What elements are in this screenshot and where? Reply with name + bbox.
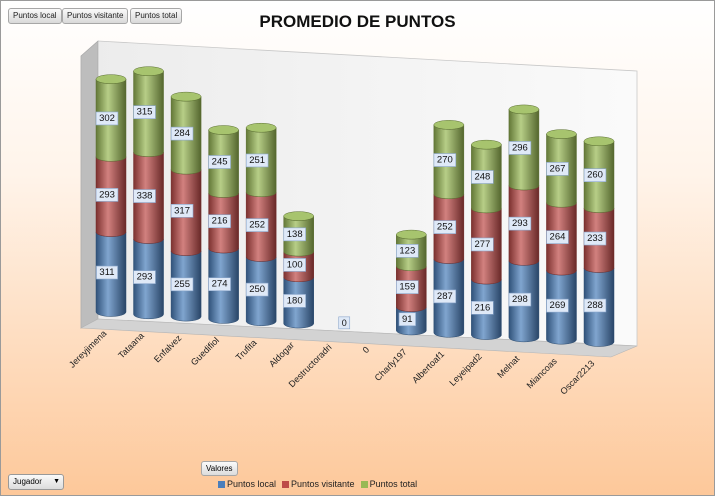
data-label-puntos-total-jereyjimena: 302: [99, 113, 115, 124]
data-label-puntos-local-trufita: 250: [249, 284, 265, 295]
bar-cap-miancoas: [546, 129, 577, 139]
data-label-puntos-total-trufita: 251: [249, 155, 265, 166]
data-label-puntos-local-tataana: 293: [137, 272, 153, 283]
data-label-puntos-local-melnat: 298: [512, 294, 528, 305]
legend: Puntos local Puntos visitante Puntos total: [218, 479, 423, 489]
data-label-puntos-visitante-trufita: 252: [249, 220, 265, 231]
filter-button-puntos-local[interactable]: Puntos local: [8, 8, 62, 24]
data-label-puntos-local-miancoas: 269: [550, 300, 566, 311]
category-label-jereyjimena: Jereyjimena: [67, 328, 108, 369]
data-label-puntos-total-guedifiol: 245: [212, 157, 228, 168]
data-label-puntos-visitante-melnat: 293: [512, 218, 528, 229]
data-label-puntos-visitante-miancoas: 264: [550, 232, 566, 243]
data-label-puntos-local-jereyjimena: 311: [99, 267, 114, 278]
data-label-puntos-local-enfalvez: 255: [174, 279, 190, 290]
bar-cap-trufita: [245, 122, 277, 133]
legend-item-puntos-total: Puntos total: [360, 479, 418, 489]
legend-item-puntos-visitante: Puntos visitante: [282, 479, 355, 489]
bar-cap-albertoaf1: [433, 120, 465, 130]
category-label-charly197: Charly197: [373, 347, 409, 383]
category-label-trufita: Trufita: [234, 338, 259, 363]
category-label-0: 0: [361, 344, 372, 355]
legend-swatch: [218, 481, 225, 488]
bar-cap-leyeipad2: [471, 139, 502, 150]
legend-item-puntos-local: Puntos local: [218, 479, 276, 489]
category-label-tataana: Tataana: [116, 331, 146, 361]
category-label-guedifiol: Guedifiol: [189, 335, 221, 367]
data-label-puntos-local-leyeipad2: 216: [474, 302, 490, 313]
bar-cap-jereyjimena: [95, 74, 127, 84]
bar-cap-aldogar: [283, 211, 314, 221]
data-label-puntos-visitante-tataana: 338: [137, 191, 153, 202]
data-label-puntos-visitante-charly197: 159: [399, 282, 415, 293]
floor: [79, 318, 638, 358]
bar-cap-tataana: [133, 66, 164, 76]
legend-label: Puntos local: [227, 479, 277, 489]
category-label-leyeipad2: Leyeipad2: [447, 351, 483, 387]
chevron-down-icon: ▼: [53, 478, 60, 485]
data-label-puntos-local-aldogar: 180: [287, 295, 303, 306]
data-label-puntos-visitante-guedifiol: 216: [212, 216, 228, 227]
data-label-puntos-visitante-jereyjimena: 293: [99, 189, 115, 200]
data-label-puntos-total-melnat: 296: [512, 142, 528, 153]
data-label-puntos-total-aldogar: 138: [287, 229, 303, 240]
axis-field-dropdown[interactable]: Jugador ▼: [8, 474, 64, 490]
filter-button-puntos-total[interactable]: Puntos total: [130, 8, 183, 24]
data-label-puntos-total-tataana: 315: [137, 107, 153, 118]
side-wall: [80, 40, 99, 329]
legend-label: Puntos visitante: [291, 479, 355, 489]
category-label-albertoaf1: Albertoaf1: [410, 349, 446, 385]
bar-cap-charly197: [396, 229, 427, 240]
chart-title: PROMEDIO DE PUNTOS: [259, 12, 456, 31]
filter-button-puntos-visitante[interactable]: Puntos visitante: [62, 8, 129, 24]
bar-cap-oscar2213: [583, 136, 615, 147]
values-field-button[interactable]: Valores: [201, 461, 238, 476]
data-label-puntos-total-enfalvez: 284: [174, 128, 190, 139]
data-label-puntos-visitante-albertoaf1: 252: [437, 222, 453, 233]
legend-swatch: [282, 481, 290, 488]
legend-swatch: [360, 481, 368, 488]
data-label-puntos-local-albertoaf1: 287: [437, 291, 453, 302]
data-label-puntos-visitante-enfalvez: 317: [174, 205, 190, 216]
bar-cap-enfalvez: [170, 91, 202, 102]
data-label-puntos-visitante-leyeipad2: 277: [474, 239, 490, 250]
data-label-puntos-visitante-oscar2213: 233: [587, 233, 603, 244]
bar-cap-guedifiol: [208, 125, 239, 135]
data-label-puntos-total-charly197: 123: [399, 245, 415, 256]
data-label-puntos-visitante-aldogar: 100: [287, 259, 303, 270]
legend-label: Puntos total: [369, 479, 418, 489]
category-label-aldogar: Aldogar: [267, 340, 296, 369]
data-label-puntos-total-miancoas: 267: [550, 163, 566, 174]
data-label-puntos-local-guedifiol: 274: [212, 279, 228, 290]
category-label-enfalvez: Enfalvez: [152, 333, 184, 365]
data-label-destructoradri: 0: [342, 318, 347, 328]
category-label-oscar2213: Oscar2213: [558, 358, 596, 396]
data-label-puntos-total-albertoaf1: 270: [437, 155, 453, 166]
category-label-miancoas: Miancoas: [525, 356, 560, 391]
axis-field-label: Jugador: [13, 477, 42, 486]
bar-cap-melnat: [508, 104, 540, 115]
data-label-puntos-local-oscar2213: 288: [587, 300, 603, 311]
category-label-melnat: Melnat: [495, 353, 522, 380]
data-label-puntos-total-oscar2213: 260: [587, 170, 603, 181]
data-label-puntos-total-leyeipad2: 248: [474, 172, 490, 183]
data-label-puntos-local-charly197: 91: [402, 314, 413, 325]
